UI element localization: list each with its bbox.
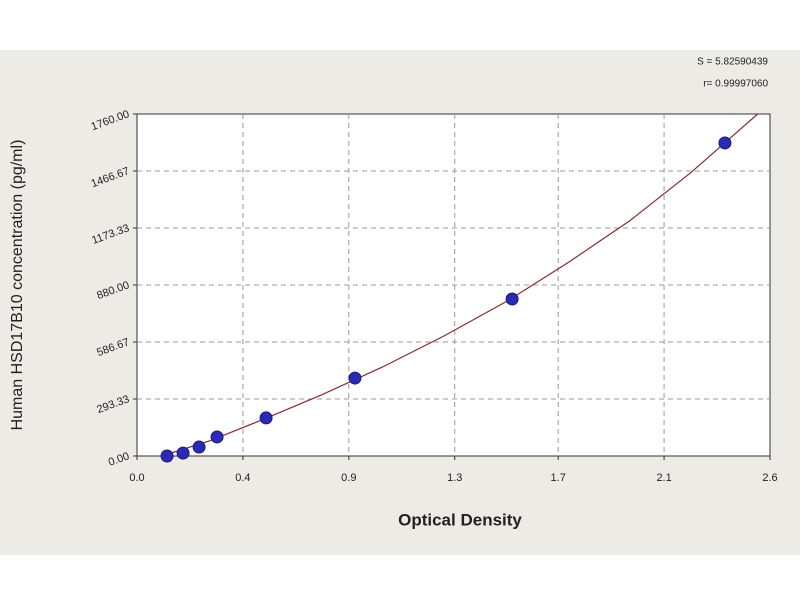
x-tick-label: 1.7 bbox=[551, 472, 566, 484]
annotation: r= 0.99997060 bbox=[703, 79, 768, 90]
data-point bbox=[176, 446, 190, 460]
x-tick-label: 0.4 bbox=[235, 472, 250, 484]
x-tick-label: 0.0 bbox=[129, 472, 144, 484]
data-point bbox=[160, 449, 174, 463]
data-point bbox=[259, 411, 273, 425]
x-tick-label: 2.1 bbox=[656, 472, 671, 484]
data-point bbox=[192, 440, 206, 454]
y-axis-label: Human HSD17B10 concentration (pg/ml) bbox=[9, 140, 26, 431]
data-point bbox=[505, 292, 519, 306]
x-tick-label: 1.3 bbox=[447, 472, 462, 484]
data-point bbox=[718, 136, 732, 150]
x-tick-label: 0.9 bbox=[341, 472, 356, 484]
x-axis-label: Optical Density bbox=[398, 510, 522, 529]
annotation: S = 5.82590439 bbox=[697, 57, 768, 68]
data-point bbox=[210, 430, 224, 444]
x-tick-label: 2.6 bbox=[762, 472, 777, 484]
data-point bbox=[348, 371, 362, 385]
fit-curve bbox=[161, 113, 759, 457]
